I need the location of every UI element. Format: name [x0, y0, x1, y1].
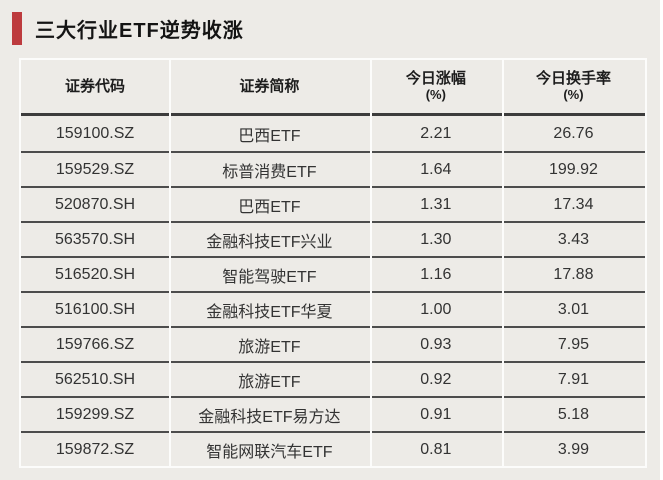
cell-name: 金融科技ETF易方达 — [198, 408, 341, 426]
cell-change: 1.00 — [420, 300, 452, 318]
table-row: 159299.SZ 金融科技ETF易方达 0.91 5.18 — [21, 396, 645, 431]
cell-code: 516520.SH — [54, 265, 136, 283]
cell-change: 0.91 — [420, 405, 452, 423]
cell-turnover: 7.95 — [557, 335, 590, 353]
cell-code: 159766.SZ — [55, 335, 135, 353]
table-row: 159100.SZ 巴西ETF 2.21 26.76 — [21, 116, 645, 151]
table-row: 516520.SH 智能驾驶ETF 1.16 17.88 — [21, 256, 645, 291]
cell-code: 159872.SZ — [55, 440, 135, 458]
title-block: 三大行业ETF逆势收涨 — [0, 0, 663, 48]
page-title: 三大行业ETF逆势收涨 — [35, 19, 244, 42]
cell-turnover: 3.99 — [557, 440, 590, 458]
cell-turnover: 17.88 — [553, 265, 594, 283]
cell-turnover: 3.01 — [557, 300, 590, 318]
cell-change: 0.81 — [420, 440, 452, 458]
table-header-row: 证券代码 证券简称 今日涨幅 (%) 今日换手率 (%) — [21, 60, 645, 116]
cell-name: 金融科技ETF华夏 — [206, 303, 333, 321]
column-header-turnover: 今日换手率 (%) — [535, 70, 611, 102]
table-row: 159529.SZ 标普消费ETF 1.64 199.92 — [21, 151, 645, 186]
cell-name: 巴西ETF — [238, 127, 301, 145]
column-header-change: 今日涨幅 (%) — [405, 70, 466, 102]
right-edge-strip — [660, 0, 663, 480]
cell-change: 0.92 — [420, 370, 452, 388]
cell-turnover: 7.91 — [557, 370, 590, 388]
cell-code: 159299.SZ — [55, 405, 135, 423]
cell-turnover: 17.34 — [553, 195, 594, 213]
title-accent-bar — [12, 11, 22, 45]
cell-change: 2.21 — [420, 124, 452, 142]
cell-name: 金融科技ETF兴业 — [206, 233, 333, 251]
column-divider — [501, 58, 504, 468]
cell-name: 智能网联汽车ETF — [206, 443, 333, 461]
cell-turnover: 5.18 — [557, 405, 590, 423]
cell-change: 0.93 — [420, 335, 452, 353]
cell-code: 159529.SZ — [55, 160, 135, 178]
cell-code: 520870.SH — [54, 195, 136, 213]
cell-name: 标普消费ETF — [222, 163, 317, 181]
cell-name: 智能驾驶ETF — [222, 268, 317, 286]
etf-table: 证券代码 证券简称 今日涨幅 (%) 今日换手率 (%) 159100.SZ 巴西ETF 2.… — [19, 58, 647, 468]
table-body: 159100.SZ 巴西ETF 2.21 26.76 159529.SZ 标普消费ETF 1… — [21, 116, 645, 466]
cell-turnover: 3.43 — [557, 230, 590, 248]
cell-name: 巴西ETF — [238, 198, 301, 216]
cell-code: 563570.SH — [54, 230, 136, 248]
column-divider — [169, 58, 172, 468]
cell-change: 1.30 — [420, 230, 452, 248]
column-divider — [369, 58, 372, 468]
table-row: 159766.SZ 旅游ETF 0.93 7.95 — [21, 326, 645, 361]
table-row: 563570.SH 金融科技ETF兴业 1.30 3.43 — [21, 221, 645, 256]
table-row: 562510.SH 旅游ETF 0.92 7.91 — [21, 361, 645, 396]
cell-code: 562510.SH — [54, 370, 136, 388]
cell-name: 旅游ETF — [238, 338, 301, 356]
cell-turnover: 26.76 — [553, 124, 594, 142]
cell-change: 1.16 — [420, 265, 452, 283]
cell-name: 旅游ETF — [238, 373, 301, 391]
column-header-name: 证券简称 — [239, 77, 300, 95]
table-row: 520870.SH 巴西ETF 1.31 17.34 — [21, 186, 645, 221]
cell-change: 1.31 — [420, 195, 452, 213]
cell-code: 159100.SZ — [55, 124, 135, 142]
cell-turnover: 199.92 — [548, 160, 598, 178]
cell-code: 516100.SH — [54, 300, 136, 318]
column-header-code: 证券代码 — [65, 77, 126, 95]
cell-change: 1.64 — [420, 160, 452, 178]
table-row: 159872.SZ 智能网联汽车ETF 0.81 3.99 — [21, 431, 645, 466]
table-row: 516100.SH 金融科技ETF华夏 1.00 3.01 — [21, 291, 645, 326]
